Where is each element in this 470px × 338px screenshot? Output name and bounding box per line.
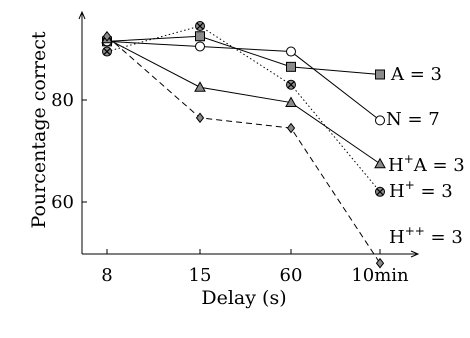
x-axis-title: Delay (s) <box>201 287 286 309</box>
x-tick-label: 15 <box>189 265 212 286</box>
chart-labels: 60 80 8 15 60 10min Delay (s) Pourcentage corre… <box>28 31 465 309</box>
series-label-rest: A = 3 <box>413 155 465 176</box>
series-line <box>106 38 381 165</box>
series-label: H+ = 3 <box>389 178 453 202</box>
series-label-main: H <box>389 227 405 248</box>
series-label-main: H <box>389 181 405 202</box>
data-point-diamond <box>286 122 296 134</box>
data-point-square <box>195 31 205 42</box>
series-label-rest: = 3 <box>415 181 453 202</box>
data-point-circle-x-cross <box>103 48 111 55</box>
data-point-circle-x <box>102 46 112 57</box>
data-point-square <box>375 69 385 80</box>
data-point-circle-x <box>375 186 385 197</box>
y-tick-label: 60 <box>51 192 74 213</box>
series-label: N = 7 <box>386 109 440 130</box>
series-label-superscript: + <box>405 178 415 192</box>
data-point-circle-x <box>195 21 205 32</box>
chart-axes <box>78 10 420 258</box>
series-line <box>106 25 381 193</box>
y-axis-title: Pourcentage correct <box>28 31 50 228</box>
series-label-main: N = 7 <box>386 109 440 130</box>
data-point-circle-x-cross <box>196 22 204 30</box>
data-point-diamond <box>375 257 385 269</box>
x-tick-label: 60 <box>280 265 303 286</box>
x-tick-label: 8 <box>101 265 112 286</box>
series-label: H++ = 3 <box>389 224 463 248</box>
series-line <box>106 35 381 264</box>
series-label-main: A = 3 <box>390 64 442 85</box>
data-point-triangle <box>285 96 297 108</box>
series-label-superscript: ++ <box>405 224 425 238</box>
series-label-main: H <box>388 155 404 176</box>
data-point-circle <box>195 41 205 52</box>
series-label: H+A = 3 <box>388 152 465 176</box>
data-point-circle <box>375 115 385 126</box>
data-point-diamond <box>102 30 112 42</box>
y-axis-arrow <box>78 10 86 20</box>
series-label-superscript: + <box>404 152 414 166</box>
series-label: A = 3 <box>390 64 442 85</box>
series-4 <box>102 21 385 197</box>
series-5 <box>102 30 385 269</box>
series-label-rest: = 3 <box>425 227 463 248</box>
series-2 <box>102 36 385 126</box>
series-line <box>106 40 381 121</box>
data-point-circle-x-cross <box>287 81 295 89</box>
data-point-circle-x-cross <box>376 188 384 196</box>
data-point-triangle <box>374 157 386 169</box>
series-line <box>106 35 381 75</box>
x-axis-arrow <box>410 250 420 258</box>
series-1 <box>102 31 385 80</box>
chart-series <box>101 21 386 269</box>
x-tick-label: 10min <box>351 265 409 286</box>
data-point-square <box>286 61 296 72</box>
data-point-diamond <box>195 112 205 124</box>
y-tick-label: 80 <box>51 90 74 111</box>
data-point-circle <box>286 46 296 57</box>
data-point-triangle <box>194 81 206 92</box>
data-point-circle-x <box>286 79 296 90</box>
